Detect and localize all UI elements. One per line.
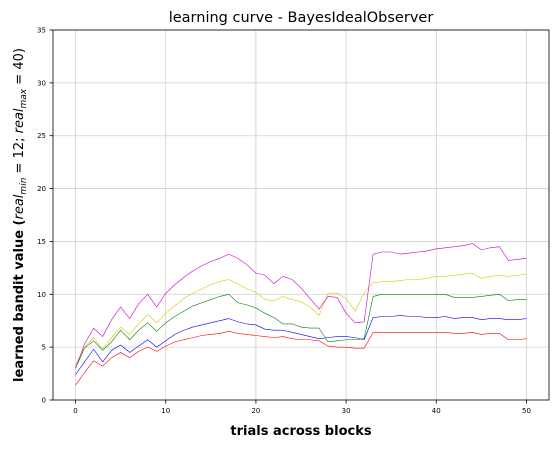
x-tick-label: 30 — [342, 407, 351, 415]
series-line-3 — [75, 293, 527, 369]
x-tick-label: 50 — [522, 407, 531, 415]
series-line-4 — [75, 272, 527, 366]
y-axis-label: learned bandit value (realmin = 12; real… — [12, 48, 29, 382]
series-line-1 — [75, 330, 527, 386]
y-tick-label: 30 — [37, 79, 46, 87]
y-axis-label-real-max: real — [12, 108, 27, 133]
x-tick-label: 10 — [161, 407, 170, 415]
y-tick-label: 0 — [42, 397, 46, 405]
y-tick-label: 10 — [37, 291, 46, 299]
x-axis-label: trials across blocks — [230, 424, 371, 439]
x-tick-label: 0 — [73, 407, 77, 415]
y-tick-label: 20 — [37, 185, 46, 193]
x-tick-label: 40 — [432, 407, 441, 415]
y-tick-label: 5 — [42, 344, 46, 352]
plot-frame — [52, 29, 550, 401]
chart-title: learning curve - BayesIdealObserver — [169, 10, 434, 26]
axis-ticks: 0 10 20 30 40 50 0 5 10 15 20 25 30 35 — [37, 27, 531, 416]
y-axis-label-eq2: = 40) — [12, 48, 27, 89]
y-tick-label: 35 — [37, 27, 46, 35]
y-axis-label-min-sub: min — [19, 177, 29, 194]
y-axis-label-real-min: real — [12, 194, 27, 219]
series-line-5 — [75, 243, 527, 369]
series-layer — [75, 243, 527, 386]
y-axis-label-main: learned bandit value ( — [12, 220, 27, 382]
plot-area — [53, 30, 549, 400]
x-tick-label: 20 — [251, 407, 260, 415]
y-axis-label-max-sub: max — [19, 88, 29, 108]
series-line-2 — [75, 315, 527, 375]
y-tick-label: 25 — [37, 132, 46, 140]
y-axis-label-eq1: = 12; — [12, 133, 27, 177]
y-tick-label: 15 — [37, 238, 46, 246]
